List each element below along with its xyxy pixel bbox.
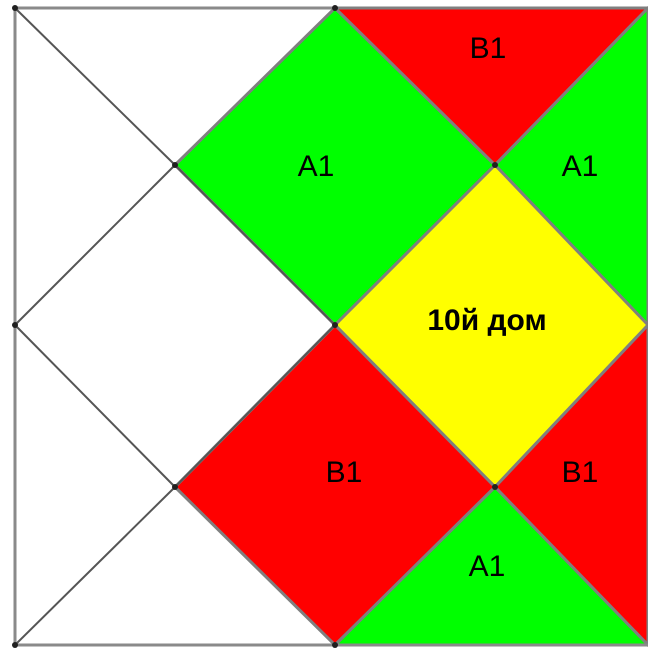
label-bottom-red: B1 bbox=[326, 456, 363, 489]
label-top-green: A1 bbox=[298, 150, 335, 183]
diagonal-line bbox=[14, 486, 176, 646]
vertex-dot bbox=[12, 5, 18, 11]
label-center-yellow: 10й дом bbox=[427, 304, 546, 337]
diagonal-line bbox=[14, 7, 176, 166]
label-bottom-green: A1 bbox=[469, 550, 506, 583]
vertex-dot bbox=[332, 642, 338, 648]
vertex-dot bbox=[492, 162, 498, 168]
vertex-dot bbox=[172, 484, 178, 490]
label-right-green: A1 bbox=[562, 150, 599, 183]
vertex-dot bbox=[492, 484, 498, 490]
vertex-dot bbox=[332, 322, 338, 328]
diagonal-line bbox=[14, 164, 176, 326]
label-top-red: B1 bbox=[470, 32, 507, 65]
vertex-dot bbox=[12, 642, 18, 648]
vertex-dot bbox=[12, 322, 18, 328]
vertex-dot bbox=[172, 162, 178, 168]
label-right-red: B1 bbox=[562, 456, 599, 489]
diagonal-line bbox=[174, 164, 336, 326]
vertex-dot bbox=[332, 5, 338, 11]
diagonal-line bbox=[174, 324, 336, 488]
diagonal-line bbox=[14, 324, 176, 488]
